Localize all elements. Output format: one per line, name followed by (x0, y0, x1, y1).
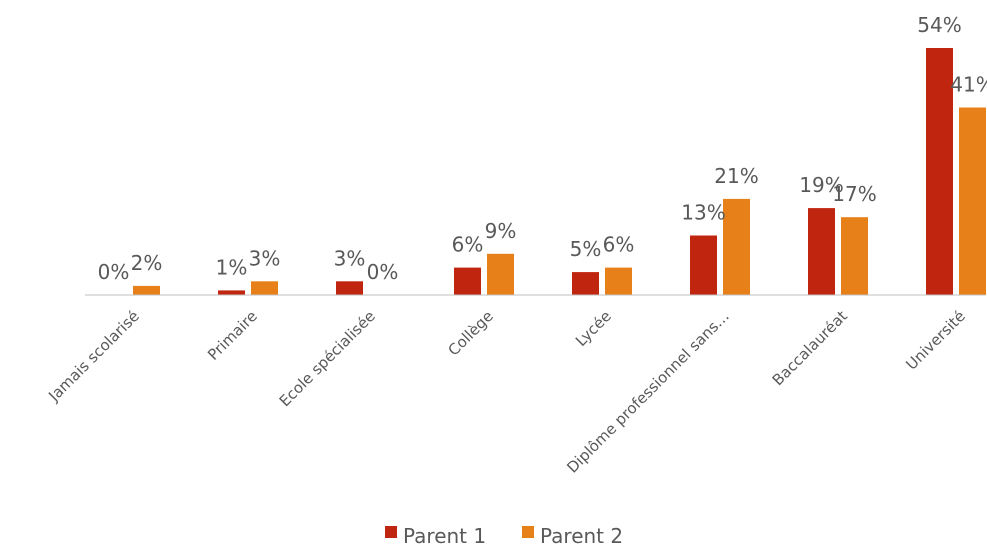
category-label-2: Primaire (204, 307, 261, 364)
data-label-series-2-cat-7: 17% (832, 182, 876, 206)
bar-series-2-cat-8 (959, 108, 986, 296)
data-label-series-1-cat-1: 0% (98, 260, 130, 284)
data-label-series-1-cat-6: 13% (681, 201, 725, 225)
category-label-7: Baccalauréat (769, 307, 851, 389)
category-label-5: Lycée (572, 307, 615, 350)
bar-series-2-cat-4 (487, 254, 514, 295)
data-label-series-1-cat-3: 3% (334, 246, 366, 270)
bar-series-1-cat-3 (336, 281, 363, 295)
bar-series-1-cat-4 (454, 268, 481, 295)
bar-series-2-cat-1 (133, 286, 160, 295)
legend-label-parent-1: Parent 1 (403, 524, 486, 546)
data-label-series-2-cat-6: 21% (714, 164, 758, 188)
data-label-series-1-cat-2: 1% (216, 255, 248, 279)
data-label-series-2-cat-2: 3% (249, 246, 281, 270)
bar-series-2-cat-5 (605, 268, 632, 295)
data-label-series-2-cat-5: 6% (603, 233, 635, 257)
data-label-series-2-cat-4: 9% (485, 219, 517, 243)
category-label-8: Université (902, 307, 968, 373)
bar-series-1-cat-5 (572, 272, 599, 295)
bar-series-1-cat-7 (808, 208, 835, 295)
bar-series-1-cat-6 (690, 236, 717, 296)
data-label-series-1-cat-4: 6% (452, 233, 484, 257)
category-label-3: Ecole spécialisée (276, 307, 379, 410)
data-label-series-2-cat-3: 0% (367, 260, 399, 284)
category-labels-group: Jamais scolarisé Primaire Ecole spécialisé… (44, 307, 968, 477)
data-label-series-1-cat-5: 5% (570, 237, 602, 261)
data-label-series-1-cat-8: 54% (917, 13, 961, 37)
legend-swatch-parent-2 (522, 526, 534, 538)
legend-swatch-parent-1 (385, 526, 397, 538)
bar-series-2-cat-6 (723, 199, 750, 295)
category-label-4: Collège (445, 307, 497, 359)
bar-series-1-cat-2 (218, 290, 245, 295)
bar-series-1-cat-8 (926, 48, 953, 295)
category-label-1: Jamais scolarisé (44, 307, 142, 405)
bar-series-2-cat-2 (251, 281, 278, 295)
data-label-series-2-cat-8: 41% (950, 73, 987, 97)
legend: Parent 1 Parent 2 (385, 524, 623, 546)
data-label-series-2-cat-1: 2% (131, 251, 163, 275)
bar-series-2-cat-7 (841, 217, 868, 295)
legend-label-parent-2: Parent 2 (540, 524, 623, 546)
